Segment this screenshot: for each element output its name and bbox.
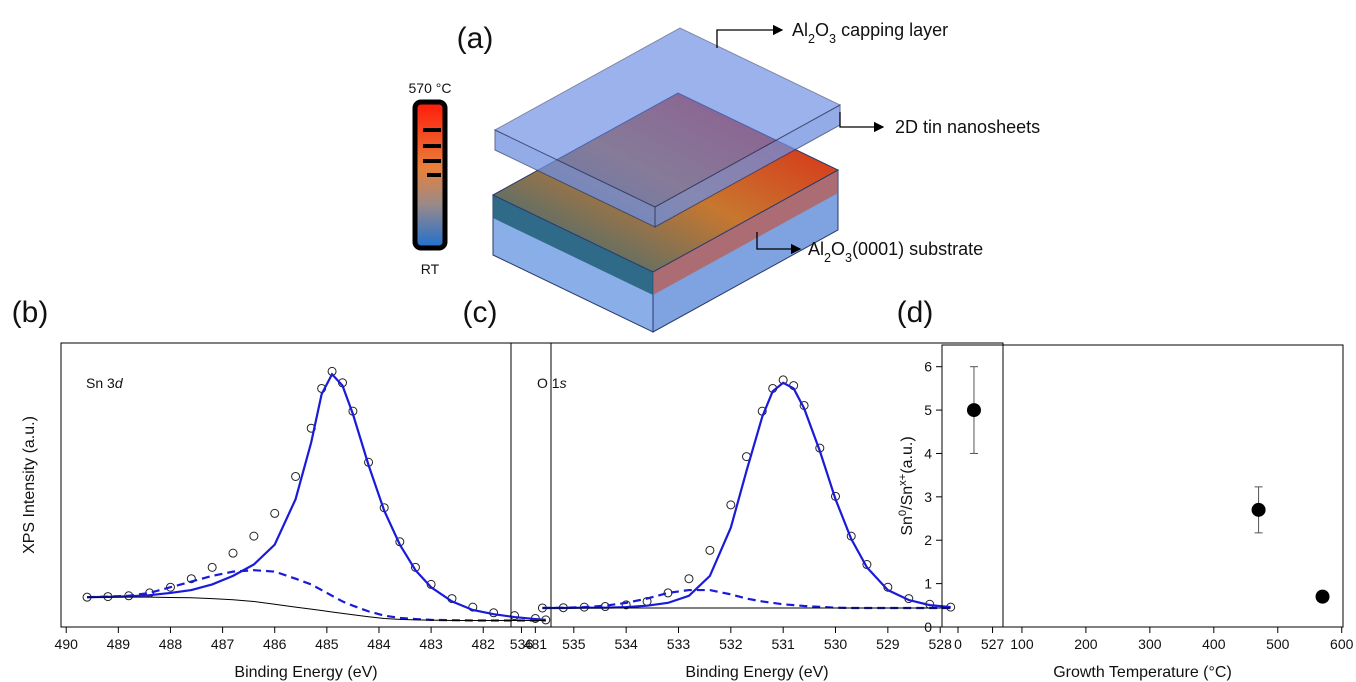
chart: (d) 0 100 200 300 400 500 600 0 1 2 3 4 5 6 Growth Temp… [897,296,1354,681]
data-point [271,509,279,517]
x-tick-label: 490 [55,636,79,652]
text-part: O 1 [537,375,560,391]
data-point [1252,503,1266,517]
thermometer-top: 570 °C [409,80,452,96]
x-tick-label: 100 [1010,636,1034,652]
fit-line [542,590,950,608]
x-tick-label: 535 [562,636,586,652]
panel-label: (d) [897,296,934,329]
text-part: (a.u.) [899,436,916,473]
text-part: 2 [808,32,815,46]
substrate-label: Al2O3(0001) substrate [808,239,983,265]
data-point [229,549,237,557]
panel-label: (a) [457,22,494,55]
text-part: d [115,375,124,391]
y-tick-label: 4 [924,445,932,461]
data-point [208,563,216,571]
data-point [967,403,981,417]
text-part: /Sn [899,486,916,510]
y-tick-label: 3 [924,489,932,505]
x-tick-label: 529 [876,636,900,652]
text-part: s [560,375,567,391]
y-tick-label: 0 [924,619,932,635]
y-tick-label: 1 [924,576,932,592]
text-part: 2D tin nanosheets [895,117,1040,137]
x-tick-label: 528 [929,636,953,652]
plot-frame [61,343,551,627]
fit-line [542,383,950,608]
panel-label: (b) [12,296,49,329]
text-part: x+ [897,474,909,486]
text-part: Al [792,20,808,40]
x-axis-label: Binding Energy (eV) [234,664,377,681]
x-tick-label: 489 [107,636,131,652]
x-axis-label: Binding Energy (eV) [685,664,828,681]
x-tick-label: 531 [771,636,795,652]
x-tick-label: 484 [367,636,391,652]
x-tick-label: 482 [472,636,496,652]
data-point [685,575,693,583]
y-tick-label: 2 [924,532,932,548]
x-tick-label: 530 [824,636,848,652]
x-tick-label: 400 [1202,636,1226,652]
x-tick-label: 488 [159,636,183,652]
diagram: (a) 570 °C RT Al2O3 capping layer 2D tin… [409,20,1041,332]
x-tick-label: 527 [981,636,1005,652]
x-tick-label: 500 [1266,636,1290,652]
thermometer-bottom: RT [421,261,440,277]
text-part: Sn 3 [86,375,115,391]
figure: (a) 570 °C RT Al2O3 capping layer 2D tin… [0,0,1356,682]
data-point [727,501,735,509]
data-point [250,532,258,540]
x-tick-label: 0 [954,636,962,652]
text-part: 3 [845,251,852,265]
text-part: Al [808,239,824,259]
text-part: O [831,239,845,259]
plot-frame [942,345,1343,627]
x-axis-label: Growth Temperature (°C) [1053,664,1232,681]
x-tick-label: 600 [1330,636,1354,652]
data-point [292,472,300,480]
x-tick-label: 300 [1138,636,1162,652]
text-part: Sn [899,516,916,536]
text-part: 2 [824,251,831,265]
y-tick-label: 5 [924,402,932,418]
x-tick-label: 487 [211,636,235,652]
y-axis-label: Sn0/Snx+(a.u.) [897,436,916,535]
x-tick-label: 485 [315,636,339,652]
x-tick-label: 533 [667,636,691,652]
y-tick-label: 6 [924,359,932,375]
x-tick-label: 486 [263,636,287,652]
data-point [706,546,714,554]
x-tick-label: 532 [719,636,743,652]
x-tick-label: 483 [419,636,443,652]
fit-line [87,597,546,620]
text-part: capping layer [836,20,948,40]
y-axis-label: XPS Intensity (a.u.) [21,416,38,554]
sheet-label: 2D tin nanosheets [895,117,1040,137]
text-part: (0001) substrate [852,239,983,259]
fit-line [87,374,546,620]
x-tick-label: 534 [614,636,638,652]
data-point [1316,590,1330,604]
text-part: O [815,20,829,40]
annotation: O 1s [537,375,567,391]
text-part: 3 [829,32,836,46]
x-tick-label: 200 [1074,636,1098,652]
x-tick-label: 536 [510,636,534,652]
cap-label: Al2O3 capping layer [792,20,948,46]
panel-label: (c) [463,296,498,329]
annotation: Sn 3d [86,375,124,391]
